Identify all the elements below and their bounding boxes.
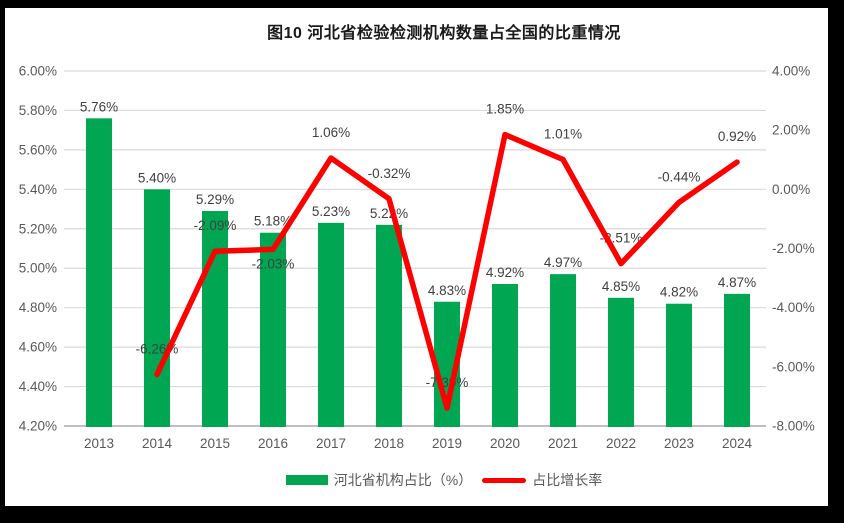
bar-value-label: 4.87% xyxy=(718,275,756,290)
bar-2015 xyxy=(202,211,228,427)
x-axis-label: 2014 xyxy=(142,436,173,451)
x-axis-label: 2021 xyxy=(548,436,578,451)
right-axis-tick: 4.00% xyxy=(772,64,810,79)
bar-value-label: 5.23% xyxy=(312,204,350,219)
line-value-label: 1.01% xyxy=(544,126,582,141)
right-axis-tick: -6.00% xyxy=(772,359,815,374)
bar-value-label: 4.97% xyxy=(544,255,582,270)
left-axis-tick: 5.60% xyxy=(19,142,57,157)
bar-value-label: 4.83% xyxy=(428,283,466,298)
bar-2022 xyxy=(608,297,634,427)
right-axis-tick: 2.00% xyxy=(772,123,810,138)
bar-value-label: 4.85% xyxy=(602,279,640,294)
x-axis-label: 2018 xyxy=(374,436,404,451)
bar-2016 xyxy=(260,232,286,427)
bar-2017 xyxy=(318,222,344,427)
left-axis-tick: 4.60% xyxy=(19,340,57,355)
x-axis-label: 2017 xyxy=(316,436,346,451)
bar-2014 xyxy=(144,189,170,427)
x-axis-label: 2023 xyxy=(664,436,694,451)
left-axis-tick: 5.80% xyxy=(19,103,57,118)
x-axis-label: 2019 xyxy=(432,436,462,451)
bar-2013 xyxy=(86,118,112,427)
x-axis-label: 2022 xyxy=(606,436,636,451)
line-value-label: 0.92% xyxy=(718,129,756,144)
right-axis-tick: -2.00% xyxy=(772,241,815,256)
x-axis-label: 2024 xyxy=(722,436,753,451)
line-value-label: 1.06% xyxy=(312,125,350,140)
bar-2021 xyxy=(550,274,576,427)
left-axis-tick: 5.20% xyxy=(19,221,57,236)
x-axis-label: 2013 xyxy=(84,436,114,451)
bar-value-label: 5.76% xyxy=(80,99,118,114)
right-axis-tick: 0.00% xyxy=(772,182,810,197)
bar-value-label: 5.29% xyxy=(196,192,234,207)
left-axis-tick: 5.00% xyxy=(19,261,57,276)
line-value-label: 1.85% xyxy=(486,102,524,117)
chart-title: 图10 河北省检验检测机构数量占全国的比重情况 xyxy=(267,25,621,42)
left-axis-tick: 5.40% xyxy=(19,182,57,197)
right-axis-tick: -4.00% xyxy=(772,300,815,315)
line-value-label: -2.03% xyxy=(252,256,295,271)
left-axis-tick: 6.00% xyxy=(19,64,57,79)
legend-item-bars: 河北省机构占比（%） xyxy=(285,470,473,490)
legend-item-line: 占比增长率 xyxy=(482,470,602,490)
line-value-label: -7.39% xyxy=(426,375,469,390)
bar-2023 xyxy=(666,303,692,427)
bar-value-label: 5.22% xyxy=(370,206,408,221)
x-axis-label: 2020 xyxy=(490,436,520,451)
x-axis-label: 2016 xyxy=(258,436,288,451)
line-value-label: -2.09% xyxy=(194,218,237,233)
left-axis-tick: 4.80% xyxy=(19,300,57,315)
legend: 河北省机构占比（%） 占比增长率 xyxy=(70,470,818,490)
left-axis-tick: 4.20% xyxy=(19,419,57,434)
line-series-label: 占比增长率 xyxy=(532,472,603,488)
line-series-swatch xyxy=(482,477,527,483)
bar-2018 xyxy=(376,224,402,427)
bar-value-label: 5.18% xyxy=(254,214,292,229)
right-axis-tick: -8.00% xyxy=(772,419,815,434)
growth-rate-line xyxy=(154,131,740,411)
bar-2024 xyxy=(724,293,750,427)
bar-series-swatch xyxy=(285,475,328,485)
bar-value-label: 5.40% xyxy=(138,170,176,185)
line-value-label: -0.32% xyxy=(368,166,411,181)
bar-series-label: 河北省机构占比（%） xyxy=(333,472,473,488)
x-axis-label: 2015 xyxy=(200,436,230,451)
bar-value-label: 4.82% xyxy=(660,285,698,300)
bar-value-label: 4.92% xyxy=(486,265,524,280)
left-axis-tick: 4.40% xyxy=(19,379,57,394)
line-value-label: -0.44% xyxy=(658,169,701,184)
bar-2020 xyxy=(492,284,518,427)
